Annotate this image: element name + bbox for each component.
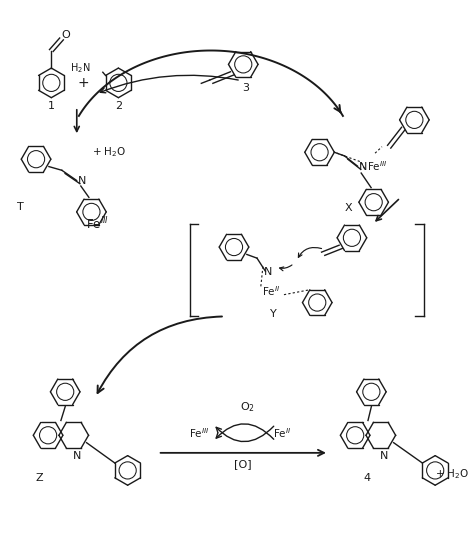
Text: T: T (17, 202, 23, 212)
Text: Fe$^{II}$: Fe$^{II}$ (273, 427, 292, 441)
Text: + H$_2$O: + H$_2$O (435, 467, 470, 481)
Text: N: N (380, 451, 389, 461)
Text: Fe$^{III}$: Fe$^{III}$ (86, 216, 109, 232)
Text: N: N (359, 162, 367, 172)
Text: O$_2$: O$_2$ (240, 400, 255, 413)
Text: Fe$^{III}$: Fe$^{III}$ (189, 427, 210, 441)
Text: Y: Y (270, 309, 277, 319)
Text: [O]: [O] (235, 460, 252, 470)
Text: Fe$^{III}$: Fe$^{III}$ (367, 159, 388, 173)
Text: Fe$^{II}$: Fe$^{II}$ (262, 284, 280, 298)
Text: Z: Z (35, 473, 43, 483)
Text: N: N (264, 267, 272, 277)
Text: 2: 2 (115, 101, 122, 111)
Text: 1: 1 (48, 101, 55, 111)
Text: N: N (78, 177, 86, 187)
Text: X: X (345, 203, 352, 213)
Text: +: + (78, 76, 90, 90)
Text: N: N (73, 451, 82, 461)
Text: O: O (62, 30, 71, 40)
Text: + H$_2$O: + H$_2$O (92, 145, 127, 159)
Text: 4: 4 (364, 473, 371, 483)
Text: H$_2$N: H$_2$N (70, 61, 91, 75)
Text: 3: 3 (242, 82, 249, 92)
